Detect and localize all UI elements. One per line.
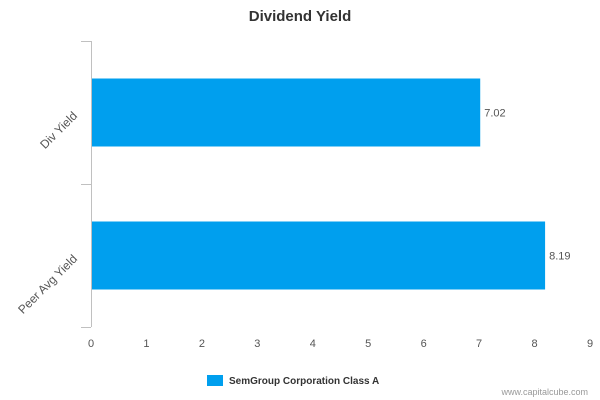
x-tick-label: 0 — [88, 338, 94, 350]
bars — [92, 78, 546, 290]
watermark: www.capitalcube.com — [500, 387, 588, 397]
axes: 0 1 2 3 4 5 6 7 8 9 — [81, 41, 593, 350]
x-tick-label: 1 — [143, 338, 149, 350]
x-tick-label: 5 — [365, 338, 371, 350]
x-tick-label: 7 — [476, 338, 482, 350]
x-tick-label: 8 — [531, 338, 537, 350]
x-tick-label: 4 — [310, 338, 316, 350]
data-label: 7.02 — [484, 108, 505, 120]
category-label: Peer Avg Yield — [15, 252, 80, 317]
x-tick-label: 6 — [421, 338, 427, 350]
x-tick-label: 2 — [199, 338, 205, 350]
bar — [92, 221, 546, 290]
x-tick-label: 9 — [587, 338, 593, 350]
legend-swatch — [207, 375, 223, 386]
data-label: 8.19 — [549, 251, 570, 263]
bar — [92, 78, 481, 147]
category-label: Div Yield — [37, 109, 80, 152]
x-tick-label: 3 — [254, 338, 260, 350]
legend[interactable]: SemGroup Corporation Class A — [207, 375, 379, 387]
legend-label: SemGroup Corporation Class A — [229, 376, 379, 387]
chart-title: Dividend Yield — [249, 8, 352, 25]
